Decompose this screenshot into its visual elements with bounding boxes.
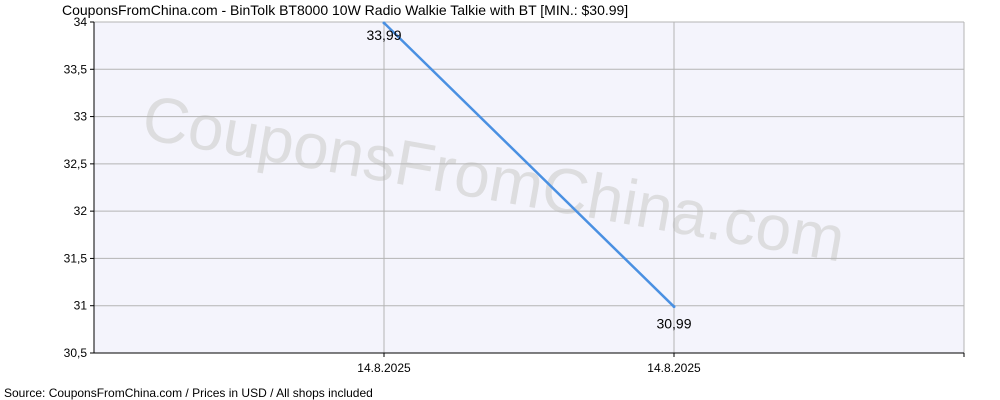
chart-title: CouponsFromChina.com - BinTolk BT8000 10… bbox=[62, 2, 628, 18]
y-tick-label: 31 bbox=[74, 299, 88, 313]
y-tick-label: 30,5 bbox=[64, 346, 88, 360]
x-tick-label: 14.8.2025 bbox=[357, 361, 411, 375]
y-tick-label: 31,5 bbox=[64, 251, 88, 265]
y-tick-label: 33 bbox=[74, 110, 88, 124]
data-labels: 33,99 30,99 bbox=[366, 27, 691, 332]
axes bbox=[93, 22, 964, 354]
x-tick-label: 14.8.2025 bbox=[647, 361, 701, 375]
data-point bbox=[382, 21, 386, 25]
footer-source: Source: CouponsFromChina.com / Prices in… bbox=[4, 386, 373, 400]
x-axis-ticks: 14.8.2025 14.8.2025 bbox=[357, 353, 965, 375]
data-label: 30,99 bbox=[656, 316, 691, 332]
data-point bbox=[672, 305, 676, 309]
y-tick-label: 32,5 bbox=[64, 157, 88, 171]
data-label: 33,99 bbox=[366, 27, 401, 43]
y-tick-label: 32 bbox=[74, 204, 88, 218]
series-line bbox=[382, 21, 676, 309]
series-polyline bbox=[383, 22, 675, 308]
y-tick-label: 33,5 bbox=[64, 62, 88, 76]
y-tick-label: 34 bbox=[74, 15, 88, 29]
plot-area bbox=[94, 22, 964, 353]
y-axis-ticks: 34 33,5 33 32,5 32 31,5 31 30,5 bbox=[64, 15, 94, 360]
